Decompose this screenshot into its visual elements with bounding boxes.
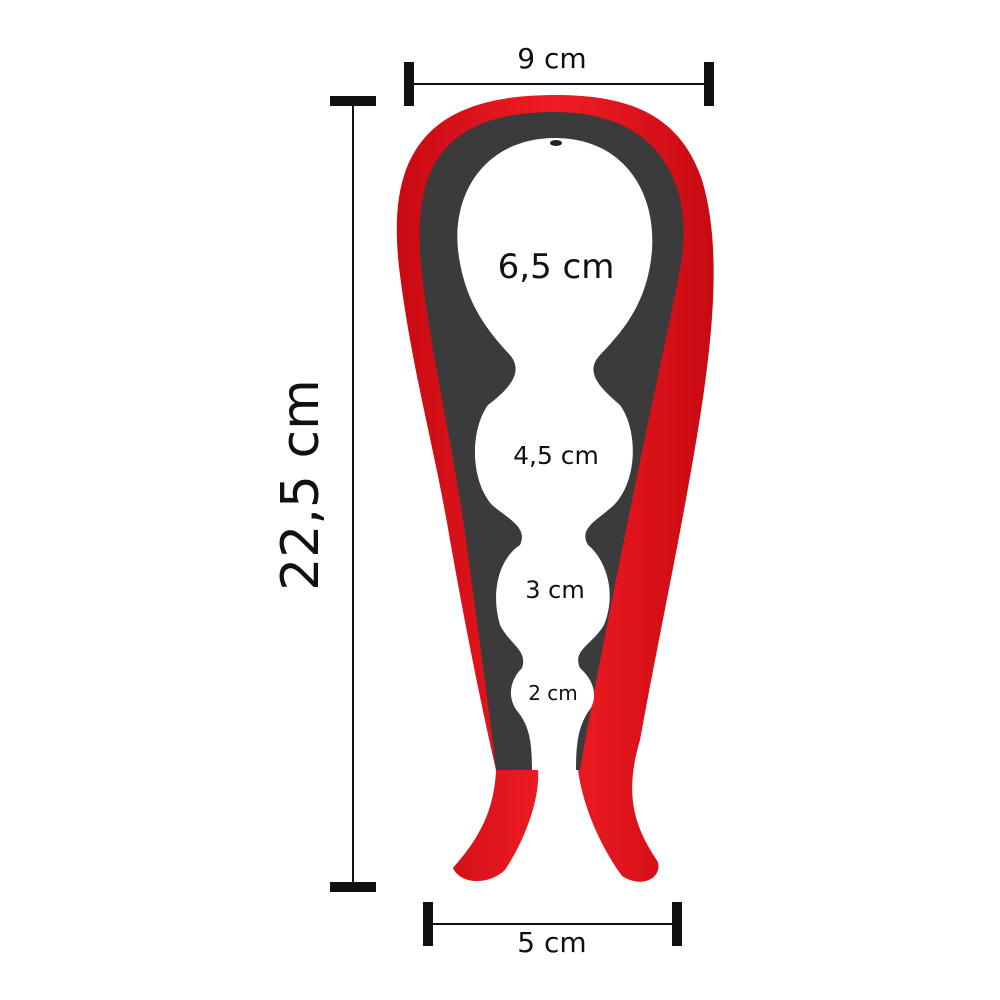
opening-cutout bbox=[457, 138, 653, 770]
jar-opener-icon bbox=[396, 95, 714, 882]
height-label: 22,5 cm bbox=[271, 379, 331, 591]
top-width-label: 9 cm bbox=[517, 42, 586, 75]
top-width-dimension: 9 cm bbox=[404, 42, 714, 106]
opening-label-medium: 4,5 cm bbox=[513, 441, 599, 470]
opening-label-smallest: 2 cm bbox=[528, 681, 578, 705]
opening-label-large: 6,5 cm bbox=[498, 247, 615, 287]
top-notch bbox=[550, 140, 562, 146]
height-dimension: 22,5 cm bbox=[271, 96, 376, 892]
bottom-width-dimension: 5 cm bbox=[423, 902, 682, 959]
opening-label-small: 3 cm bbox=[525, 576, 584, 604]
bottom-width-label: 5 cm bbox=[517, 926, 586, 959]
